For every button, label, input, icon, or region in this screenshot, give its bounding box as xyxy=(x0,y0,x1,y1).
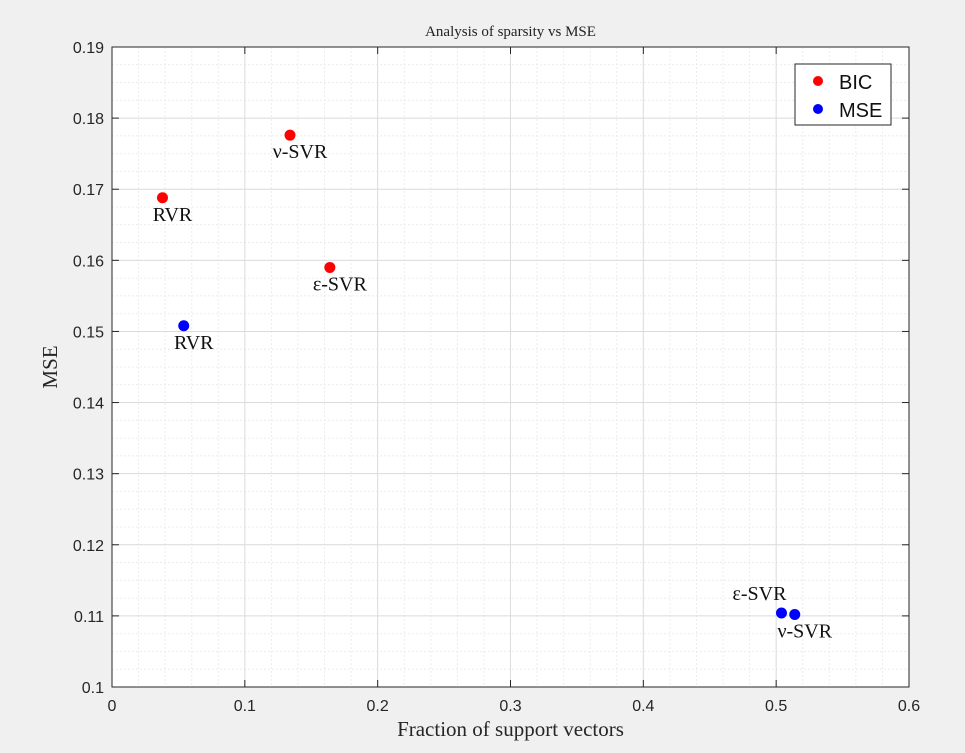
point-label: RVR xyxy=(174,332,214,354)
point-labels: RVR ν-SVR ε-SVR RVR ε-SVR ν-SVR xyxy=(153,141,833,642)
y-tick-label: 0.14 xyxy=(73,396,104,413)
point-label: ν-SVR xyxy=(777,620,832,642)
point-label: ν-SVR xyxy=(273,141,328,163)
x-tick-label: 0.4 xyxy=(632,698,654,715)
x-tick-label: 0.5 xyxy=(765,698,787,715)
legend-box xyxy=(794,63,892,126)
point-label: ε-SVR xyxy=(313,273,368,295)
point-bic-0 xyxy=(156,192,168,204)
y-tick-label: 0.18 xyxy=(73,111,104,128)
point-label: RVR xyxy=(153,204,193,226)
y-tick-label: 0.19 xyxy=(73,40,104,57)
point-label: ε-SVR xyxy=(732,583,787,605)
chart-title: Analysis of sparsity vs MSE xyxy=(425,24,596,40)
point-mse-0 xyxy=(178,320,190,332)
data-points xyxy=(156,129,801,620)
y-tick-label: 0.16 xyxy=(73,253,104,270)
y-axis: 0.1 0.11 0.12 0.13 0.14 0.15 0.16 0.17 0.18 0.19 xyxy=(73,40,909,697)
y-tick-label: 0.1 xyxy=(82,680,104,697)
point-bic-1 xyxy=(284,129,296,141)
x-tick-label: 0 xyxy=(108,698,117,715)
y-tick-label: 0.15 xyxy=(73,324,104,341)
legend-label-mse: MSE xyxy=(839,100,882,122)
y-tick-label: 0.17 xyxy=(73,182,104,199)
x-axis-label: Fraction of support vectors xyxy=(397,717,624,741)
x-tick-label: 0.3 xyxy=(499,698,521,715)
legend-marker-bic xyxy=(813,76,823,86)
point-mse-2 xyxy=(789,608,801,620)
x-tick-label: 0.1 xyxy=(234,698,256,715)
legend-label-bic: BIC xyxy=(839,72,872,94)
x-tick-label: 0.2 xyxy=(367,698,389,715)
legend: BIC MSE xyxy=(794,63,892,126)
point-mse-1 xyxy=(775,607,787,619)
y-axis-label: MSE xyxy=(38,345,62,388)
legend-marker-mse xyxy=(813,104,823,114)
y-tick-label: 0.11 xyxy=(74,609,104,626)
y-tick-label: 0.13 xyxy=(73,467,104,484)
y-tick-label: 0.12 xyxy=(73,538,104,555)
x-tick-label: 0.6 xyxy=(898,698,920,715)
x-axis: 0 0.1 0.2 0.3 0.4 0.5 0.6 xyxy=(108,47,920,715)
point-bic-2 xyxy=(324,261,336,273)
